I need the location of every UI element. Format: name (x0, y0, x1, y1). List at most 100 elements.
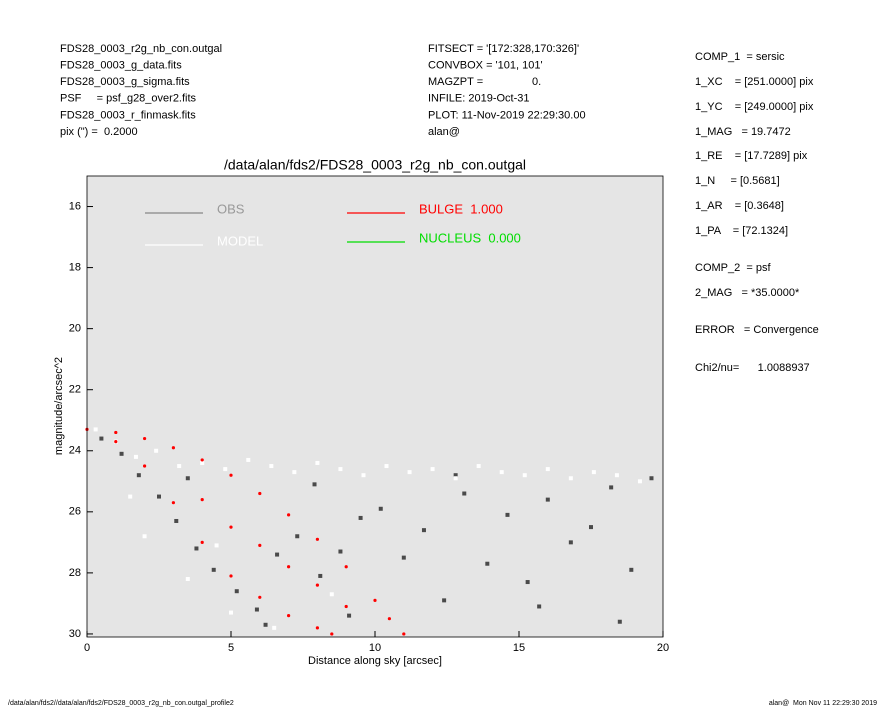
point (344, 565, 348, 569)
point (649, 476, 654, 481)
point (295, 534, 300, 539)
fit-parameter: 1_AR = [0.3648] (695, 200, 784, 212)
point (568, 476, 573, 481)
point (287, 513, 291, 517)
x-axis-label: Distance along sky [arcsec] (308, 655, 442, 667)
fit-parameter: COMP_1 = sersic (695, 51, 785, 63)
point (315, 583, 319, 587)
x-tick-label: 10 (369, 642, 381, 654)
point (430, 467, 435, 472)
y-tick-label: 16 (69, 200, 81, 212)
fit-parameter: 1_N = [0.5681] (695, 175, 780, 187)
point (263, 622, 268, 627)
point (211, 567, 216, 572)
y-tick-label: 20 (69, 323, 81, 335)
fit-parameter: COMP_2 = psf (695, 262, 771, 274)
point (421, 528, 426, 533)
fit-parameter: 1_PA = [72.1324] (695, 225, 788, 237)
header-left: FDS28_0003_r_finmask.fits (60, 109, 196, 121)
legend-label: MODEL (217, 233, 263, 248)
point (453, 473, 458, 478)
point (133, 454, 138, 459)
point (272, 625, 277, 630)
y-tick-label: 28 (69, 567, 81, 579)
point (312, 482, 317, 487)
point (171, 501, 175, 505)
point (338, 549, 343, 554)
point (254, 607, 259, 612)
point (292, 470, 297, 475)
point (401, 555, 406, 560)
point (229, 473, 233, 477)
fit-parameter: ERROR = Convergence (695, 324, 819, 336)
point (361, 473, 366, 478)
point (617, 619, 622, 624)
point (384, 464, 389, 469)
header-left: FDS28_0003_r2g_nb_con.outgal (60, 43, 222, 55)
header-left: PSF = psf_g28_over2.fits (60, 93, 197, 105)
point (200, 460, 205, 465)
point (485, 561, 490, 566)
point (387, 617, 391, 621)
point (522, 473, 527, 478)
point (402, 632, 406, 636)
chart-title: /data/alan/fds2/FDS28_0003_r2g_nb_con.ou… (224, 157, 526, 173)
point (287, 614, 291, 618)
point (136, 473, 141, 478)
point (214, 543, 219, 548)
point (315, 626, 319, 630)
point (591, 470, 596, 475)
y-tick-label: 24 (69, 445, 81, 457)
point (143, 436, 147, 441)
point (407, 470, 412, 475)
footer-stamp: alan@ Mon Nov 11 22:29:30 2019 (769, 700, 877, 707)
point (258, 543, 262, 548)
point (114, 440, 118, 444)
point (119, 451, 124, 456)
point (177, 464, 182, 469)
point (142, 534, 147, 539)
point (568, 540, 573, 545)
point (545, 467, 550, 472)
point (246, 457, 251, 462)
point (476, 464, 481, 469)
point (157, 494, 161, 499)
point (143, 464, 147, 468)
point (275, 552, 280, 557)
header-middle: MAGZPT = 0. (428, 76, 541, 88)
point (174, 518, 179, 523)
point (229, 525, 233, 529)
point (589, 525, 593, 530)
point (614, 473, 619, 478)
point (318, 573, 323, 578)
point (329, 592, 334, 597)
point (315, 537, 319, 541)
fit-parameter: 1_YC = [249.0000] pix (695, 101, 814, 113)
header-left: FDS28_0003_g_sigma.fits (60, 76, 190, 88)
point (229, 610, 233, 615)
header-left: FDS28_0003_g_data.fits (60, 60, 182, 72)
point (347, 613, 352, 618)
point (499, 470, 504, 475)
point (223, 467, 228, 472)
point (378, 506, 383, 511)
footer-path: /data/alan/fds2//data/alan/fds2/FDS28_00… (8, 700, 234, 707)
fit-parameter: 1_XC = [251.0000] pix (695, 76, 814, 88)
legend-label: BULGE 1.000 (419, 201, 503, 216)
y-tick-label: 30 (69, 628, 81, 640)
y-tick-label: 26 (69, 506, 81, 518)
x-tick-label: 20 (657, 642, 669, 654)
point (315, 460, 320, 465)
x-tick-label: 5 (228, 642, 234, 654)
header-middle: FITSECT = '[172:328,170:326]' (428, 43, 579, 55)
point (93, 427, 98, 432)
point (194, 546, 199, 551)
point (269, 464, 274, 469)
point (229, 574, 233, 578)
point (358, 515, 363, 520)
point (330, 632, 334, 636)
point (525, 580, 530, 585)
header-middle: PLOT: 11-Nov-2019 22:29:30.00 (428, 109, 586, 121)
point (234, 589, 239, 594)
